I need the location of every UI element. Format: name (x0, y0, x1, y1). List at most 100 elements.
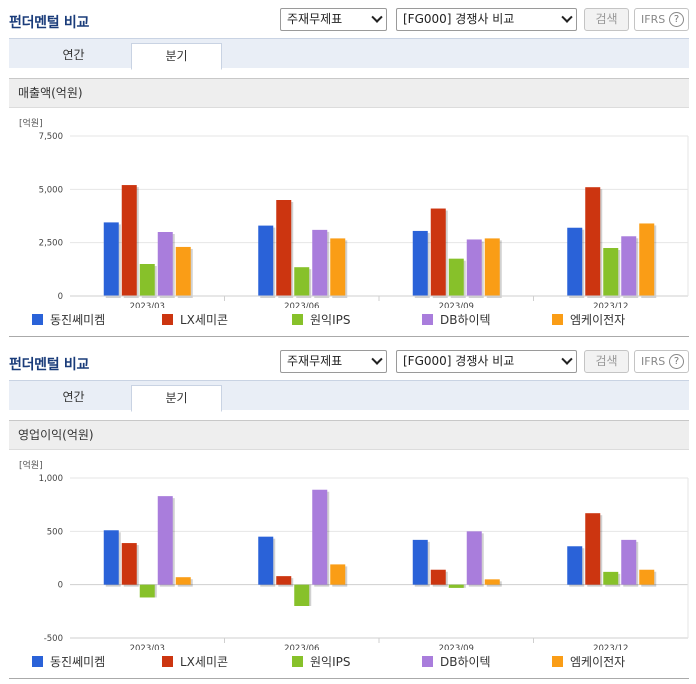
bar[interactable] (294, 584, 310, 606)
bar[interactable] (484, 579, 500, 585)
bar[interactable] (621, 539, 637, 585)
search-button[interactable]: 검색 (584, 8, 629, 31)
bar[interactable] (157, 496, 173, 585)
tab-annual[interactable]: 연간 (62, 390, 85, 404)
bar[interactable] (175, 246, 191, 296)
legend-label: 원익IPS (310, 313, 351, 327)
y-tick-label: 2,500 (39, 239, 63, 249)
bar[interactable] (139, 584, 155, 598)
bar[interactable] (430, 569, 446, 585)
bar[interactable] (103, 530, 119, 585)
peer-group-value: [FG000] 경쟁사 비교 (403, 12, 515, 26)
bar[interactable] (276, 200, 292, 296)
y-tick-label: -500 (44, 634, 63, 644)
x-tick-label: 2023/03 (130, 302, 165, 308)
legend-item[interactable]: DB하이텍 (422, 312, 491, 328)
bar[interactable] (121, 543, 137, 585)
chart-legend: 동진쎄미켐 LX세미콘 원익IPS DB하이텍 엠케이전자 (9, 309, 689, 331)
legend-swatch (422, 656, 433, 667)
bar[interactable] (175, 577, 191, 585)
x-tick-label: 2023/06 (284, 302, 319, 308)
legend-label: 동진쎄미켐 (50, 313, 106, 327)
metric-title: 영업이익(억원) (9, 420, 689, 450)
legend-item[interactable]: 엠케이전자 (552, 312, 625, 328)
tab-quarterly[interactable]: 분기 (131, 385, 222, 412)
bar[interactable] (258, 536, 274, 585)
legend-item[interactable]: DB하이텍 (422, 654, 491, 670)
legend-item[interactable]: 동진쎄미켐 (32, 312, 105, 328)
ifrs-button[interactable]: IFRS ? (634, 8, 689, 31)
tab-annual[interactable]: 연간 (62, 48, 85, 62)
y-axis-unit-label: [억원] (19, 459, 43, 471)
bar[interactable] (258, 225, 274, 296)
legend-swatch (162, 314, 173, 325)
bar[interactable] (639, 223, 655, 296)
bar[interactable] (312, 489, 328, 585)
peer-group-select[interactable]: [FG000] 경쟁사 비교 (396, 8, 577, 31)
bar[interactable] (466, 531, 482, 585)
bar[interactable] (430, 208, 446, 296)
chart-legend: 동진쎄미켐 LX세미콘 원익IPS DB하이텍 엠케이전자 (9, 651, 689, 673)
legend-label: LX세미콘 (180, 655, 229, 669)
legend-label: 동진쎄미켐 (50, 655, 106, 669)
legend-label: 엠케이전자 (570, 655, 626, 669)
y-tick-label: 0 (58, 292, 63, 302)
search-button[interactable]: 검색 (584, 350, 629, 373)
bar[interactable] (621, 236, 637, 296)
statement-type-value: 주재무제표 (287, 12, 343, 26)
statement-type-select[interactable]: 주재무제표 (280, 8, 387, 31)
legend-item[interactable]: LX세미콘 (162, 654, 228, 670)
bar[interactable] (412, 230, 428, 296)
metric-title: 매출액(억원) (9, 78, 689, 108)
bar[interactable] (484, 238, 500, 296)
bar[interactable] (139, 264, 155, 296)
legend-swatch (162, 656, 173, 667)
x-tick-label: 2023/12 (593, 302, 628, 308)
bar[interactable] (567, 546, 583, 585)
x-tick-label: 2023/06 (284, 644, 319, 650)
bar[interactable] (466, 239, 482, 296)
operating-profit-panel: 펀더멘털 비교 주재무제표 [FG000] 경쟁사 비교 검색 IFRS ? 연… (0, 342, 696, 684)
bar[interactable] (567, 227, 583, 296)
bar[interactable] (103, 222, 119, 296)
bar[interactable] (585, 187, 601, 296)
bar[interactable] (603, 571, 619, 585)
ifrs-button[interactable]: IFRS ? (634, 350, 689, 373)
legend-label: DB하이텍 (440, 313, 491, 327)
statement-type-value: 주재무제표 (287, 354, 343, 368)
legend-label: 원익IPS (310, 655, 351, 669)
panel-header: 펀더멘털 비교 주재무제표 [FG000] 경쟁사 비교 검색 IFRS ? (0, 0, 696, 38)
bar[interactable] (603, 248, 619, 296)
x-tick-label: 2023/09 (439, 644, 474, 650)
legend-item[interactable]: 원익IPS (292, 654, 350, 670)
bar[interactable] (330, 564, 346, 585)
bar[interactable] (639, 569, 655, 585)
help-icon: ? (669, 12, 684, 27)
bar[interactable] (312, 229, 328, 296)
statement-type-select[interactable]: 주재무제표 (280, 350, 387, 373)
bar[interactable] (412, 539, 428, 585)
bar[interactable] (448, 258, 464, 296)
legend-swatch (32, 656, 43, 667)
legend-swatch (422, 314, 433, 325)
peer-group-select[interactable]: [FG000] 경쟁사 비교 (396, 350, 577, 373)
bar[interactable] (157, 232, 173, 296)
ifrs-label: IFRS (641, 355, 666, 368)
bar[interactable] (585, 513, 601, 585)
divider (9, 678, 689, 679)
divider (9, 336, 689, 337)
bar[interactable] (121, 185, 137, 296)
tab-quarterly[interactable]: 분기 (131, 43, 222, 70)
bar[interactable] (330, 238, 346, 296)
chevron-down-icon (371, 353, 383, 365)
legend-item[interactable]: 동진쎄미켐 (32, 654, 105, 670)
bar[interactable] (448, 584, 464, 588)
legend-item[interactable]: 엠케이전자 (552, 654, 625, 670)
y-tick-label: 5,000 (39, 185, 63, 195)
bar[interactable] (276, 576, 292, 585)
bar[interactable] (294, 267, 310, 296)
legend-item[interactable]: LX세미콘 (162, 312, 228, 328)
chevron-down-icon (561, 11, 573, 23)
y-tick-label: 0 (58, 581, 63, 591)
legend-item[interactable]: 원익IPS (292, 312, 350, 328)
